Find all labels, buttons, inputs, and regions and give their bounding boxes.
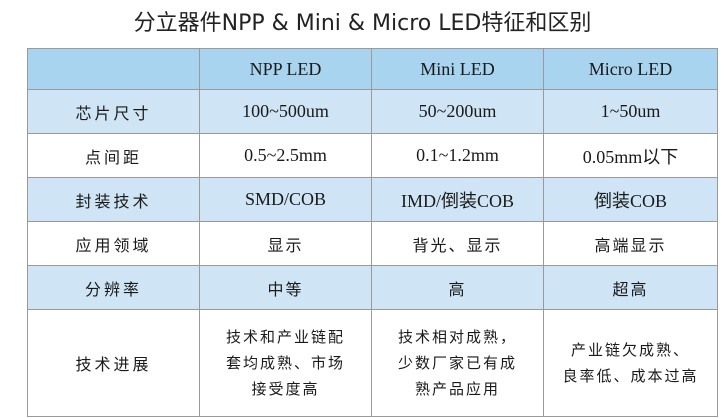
table-cell: 100~500um <box>199 89 372 134</box>
table-row-packaging: 封装技术 SMD/COB IMD/倒装COB 倒装COB <box>27 177 718 222</box>
header-cell-empty <box>27 48 200 90</box>
table-cell: 倒装COB <box>543 177 718 222</box>
row-label: 点间距 <box>27 133 200 178</box>
table-cell: 产业链欠成熟、 良率低、成本过高 <box>543 309 718 417</box>
cell-line: 产业链欠成熟、 <box>570 341 690 359</box>
cell-line: 技术和产业链配 <box>225 328 345 346</box>
table-cell: 背光、显示 <box>371 221 544 266</box>
table-cell: 高端显示 <box>543 221 718 266</box>
table-cell: 1~50um <box>543 89 718 134</box>
table-row-progress: 技术进展 技术和产业链配 套均成熟、市场 接受度高 技术相对成熟， 少数厂家已有… <box>27 309 718 417</box>
page-title: 分立器件NPP & Mini & Micro LED特征和区别 <box>133 11 592 36</box>
cell-line: 套均成熟、市场 <box>225 354 345 372</box>
row-label: 芯片尺寸 <box>27 89 200 134</box>
cell-line: 接受度高 <box>251 380 320 398</box>
table-cell: 技术相对成熟， 少数厂家已有成 熟产品应用 <box>371 309 544 417</box>
header-cell-npp: NPP LED <box>199 48 372 90</box>
table-cell: SMD/COB <box>199 177 372 222</box>
table-row-chip-size: 芯片尺寸 100~500um 50~200um 1~50um <box>27 89 718 134</box>
table-row-resolution: 分辨率 中等 高 超高 <box>27 265 718 310</box>
table-row-pitch: 点间距 0.5~2.5mm 0.1~1.2mm 0.05mm以下 <box>27 133 718 178</box>
table-cell: 技术和产业链配 套均成熟、市场 接受度高 <box>199 309 372 417</box>
table-cell: 0.05mm以下 <box>543 133 718 178</box>
cell-line: 少数厂家已有成 <box>397 354 517 372</box>
table-header-row: NPP LED Mini LED Micro LED <box>27 48 718 90</box>
row-label: 技术进展 <box>27 309 200 417</box>
table-cell: 中等 <box>199 265 372 310</box>
row-label: 分辨率 <box>27 265 200 310</box>
cell-line: 技术相对成熟， <box>397 328 517 346</box>
row-label: 应用领域 <box>27 221 200 266</box>
table-cell: 超高 <box>543 265 718 310</box>
table-cell: 50~200um <box>371 89 544 134</box>
comparison-table: NPP LED Mini LED Micro LED 芯片尺寸 100~500u… <box>27 48 718 417</box>
cell-line: 熟产品应用 <box>414 380 500 398</box>
table-cell: 显示 <box>199 221 372 266</box>
table-cell: 0.5~2.5mm <box>199 133 372 178</box>
cell-line: 良率低、成本过高 <box>562 367 699 385</box>
header-cell-micro: Micro LED <box>543 48 718 90</box>
table-row-application: 应用领域 显示 背光、显示 高端显示 <box>27 221 718 266</box>
row-label: 封装技术 <box>27 177 200 222</box>
table-cell: IMD/倒装COB <box>371 177 544 222</box>
header-cell-mini: Mini LED <box>371 48 544 90</box>
table-cell: 高 <box>371 265 544 310</box>
table-cell: 0.1~1.2mm <box>371 133 544 178</box>
